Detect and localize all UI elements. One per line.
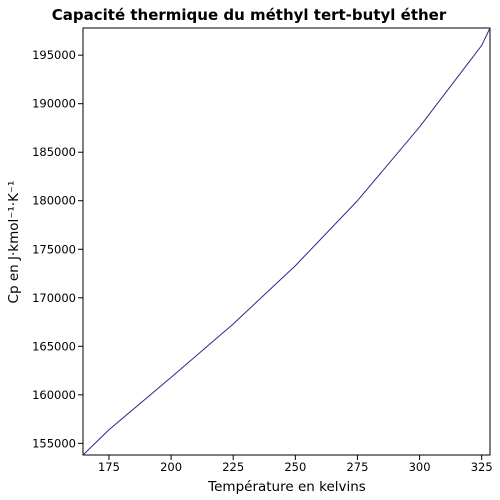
y-tick-label: 195000 <box>32 48 76 62</box>
y-tick-label: 180000 <box>32 194 76 208</box>
x-tick-label: 275 <box>346 460 368 474</box>
y-tick-label: 165000 <box>32 339 76 353</box>
y-axis-label: Cp en J·kmol⁻¹·K⁻¹ <box>6 181 22 304</box>
y-tick-label: 160000 <box>32 388 76 402</box>
x-tick-label: 225 <box>222 460 244 474</box>
x-axis-label: Température en kelvins <box>207 479 366 495</box>
x-tick-label: 300 <box>409 460 431 474</box>
x-tick-label: 325 <box>471 460 493 474</box>
x-tick-label: 200 <box>160 460 182 474</box>
x-tick-label: 250 <box>284 460 306 474</box>
plot-area-frame <box>82 27 491 456</box>
y-tick-label: 175000 <box>32 242 76 256</box>
axis-ticks: 175 200 225 250 275 300 325 155000 160000 165000 1… <box>32 48 493 474</box>
chart-title: Capacité thermique du méthyl tert-butyl … <box>52 6 447 24</box>
series-line <box>82 27 491 456</box>
series-group <box>82 27 491 456</box>
x-tick-label: 175 <box>98 460 120 474</box>
y-tick-label: 190000 <box>32 97 76 111</box>
y-tick-label: 185000 <box>32 145 76 159</box>
y-tick-label: 155000 <box>32 436 76 450</box>
y-tick-label: 170000 <box>32 291 76 305</box>
